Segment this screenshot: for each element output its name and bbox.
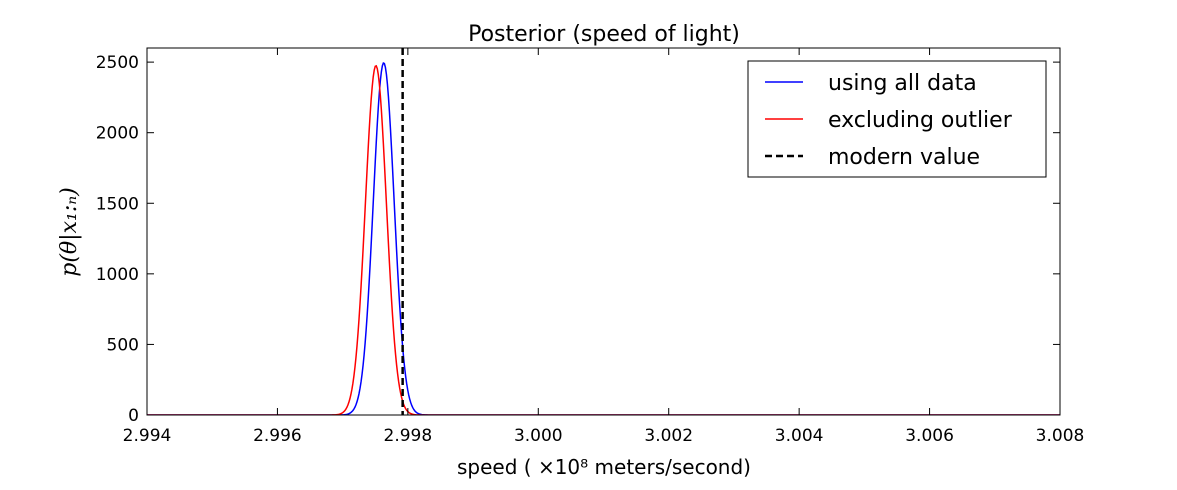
x-tick-label: 3.002 [644,426,693,446]
legend-label: modern value [828,145,980,170]
x-tick-label: 3.006 [905,426,954,446]
plot-area [147,48,1060,415]
y-tick-label: 2500 [96,53,139,73]
legend: using all data excluding outlier modern va… [747,60,1047,178]
x-tick-label: 2.994 [123,426,172,446]
plot-frame [146,47,1061,416]
x-tick-label: 2.998 [384,426,433,446]
legend-label: using all data [828,71,977,96]
x-axis: 2.994 2.996 2.998 3.000 3.002 3.004 3.006 3.008 [123,48,1085,446]
x-tick-label: 3.004 [775,426,824,446]
y-axis-label: p(θ|x₁:ₙ) [57,187,82,276]
y-tick-label: 1000 [96,265,139,285]
x-tick-label: 3.000 [514,426,563,446]
x-axis-label: speed ( ×10⁸ meters/second) [457,455,751,479]
chart-title: Posterior (speed of light) [468,22,740,47]
x-tick-label: 3.008 [1036,426,1085,446]
legend-label: excluding outlier [828,108,1013,133]
y-tick-label: 2000 [96,124,139,144]
x-tick-label: 2.996 [253,426,302,446]
y-tick-label: 1500 [96,194,139,214]
y-tick-label: 500 [107,335,139,355]
y-tick-label: 0 [128,406,139,426]
y-axis: 0 500 1000 1500 2000 2500 [96,53,1060,426]
